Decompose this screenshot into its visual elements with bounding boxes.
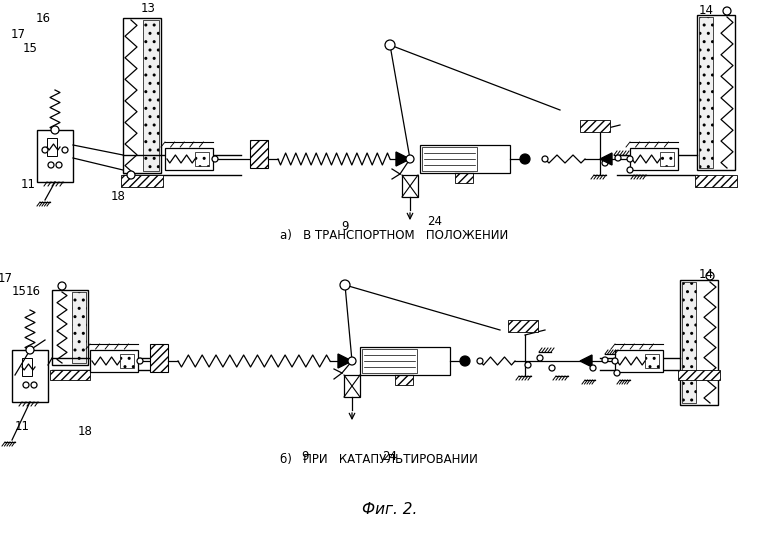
Text: 17: 17 <box>0 272 12 285</box>
Circle shape <box>542 156 548 162</box>
Text: 18: 18 <box>111 190 126 203</box>
Bar <box>22 358 32 376</box>
Bar <box>362 349 417 373</box>
Bar <box>120 354 134 368</box>
Text: 15: 15 <box>23 42 37 55</box>
Bar <box>195 152 209 166</box>
Circle shape <box>627 156 633 162</box>
Text: 14: 14 <box>699 4 714 17</box>
Text: 24: 24 <box>427 215 442 228</box>
Bar <box>395 375 413 385</box>
Text: 11: 11 <box>15 420 30 433</box>
Text: б)   ПРИ   КАТАПУЛЬТИРОВАНИИ: б) ПРИ КАТАПУЛЬТИРОВАНИИ <box>280 454 478 466</box>
Bar <box>455 173 473 183</box>
Bar <box>344 375 360 397</box>
Text: 24: 24 <box>382 450 398 463</box>
Text: 16: 16 <box>36 12 51 25</box>
Bar <box>123 18 161 173</box>
Circle shape <box>48 162 54 168</box>
Circle shape <box>627 167 633 173</box>
Text: а)   В ТРАНСПОРТНОМ   ПОЛОЖЕНИИ: а) В ТРАНСПОРТНОМ ПОЛОЖЕНИИ <box>280 229 509 242</box>
Bar <box>695 175 737 187</box>
Circle shape <box>42 147 48 153</box>
Bar <box>143 20 159 171</box>
Circle shape <box>460 356 470 366</box>
Polygon shape <box>580 355 592 367</box>
Circle shape <box>525 362 531 368</box>
Bar <box>50 370 90 380</box>
Circle shape <box>137 358 143 364</box>
Circle shape <box>51 126 59 134</box>
Bar <box>420 145 510 173</box>
Text: Фиг. 2.: Фиг. 2. <box>363 502 417 518</box>
Circle shape <box>23 382 29 388</box>
Circle shape <box>56 162 62 168</box>
Circle shape <box>127 171 135 179</box>
Bar <box>422 147 477 171</box>
Text: 16: 16 <box>26 285 41 298</box>
Text: 14: 14 <box>699 268 714 281</box>
Bar <box>699 17 713 168</box>
Bar <box>165 148 213 170</box>
Text: 9: 9 <box>342 220 349 233</box>
Circle shape <box>31 382 37 388</box>
Bar <box>580 120 610 132</box>
Bar <box>150 344 168 372</box>
Circle shape <box>614 370 620 376</box>
Circle shape <box>615 155 621 161</box>
Text: 9: 9 <box>301 450 309 463</box>
Bar <box>697 15 735 170</box>
Circle shape <box>62 147 68 153</box>
Bar <box>678 370 720 380</box>
Bar <box>52 290 88 365</box>
Bar <box>47 138 57 156</box>
Text: 17: 17 <box>10 28 26 41</box>
Circle shape <box>723 7 731 15</box>
Bar <box>360 347 450 375</box>
Bar <box>402 175 418 197</box>
Circle shape <box>520 154 530 164</box>
Circle shape <box>602 160 608 166</box>
Circle shape <box>348 357 356 365</box>
Circle shape <box>58 282 66 290</box>
Circle shape <box>590 365 596 371</box>
Circle shape <box>537 355 543 361</box>
Bar <box>645 354 659 368</box>
Circle shape <box>26 346 34 354</box>
Bar <box>680 280 718 405</box>
Text: 13: 13 <box>140 2 155 15</box>
Bar <box>630 148 678 170</box>
Polygon shape <box>338 354 352 368</box>
Text: 15: 15 <box>12 285 27 298</box>
Circle shape <box>212 156 218 162</box>
Circle shape <box>706 272 714 280</box>
Circle shape <box>406 155 414 163</box>
Circle shape <box>477 358 483 364</box>
Bar <box>90 350 138 372</box>
Text: 11: 11 <box>20 178 36 191</box>
Circle shape <box>385 40 395 50</box>
Bar <box>682 282 696 403</box>
Bar <box>660 152 674 166</box>
Bar <box>250 140 268 168</box>
Circle shape <box>549 365 555 371</box>
Polygon shape <box>396 152 410 166</box>
Bar <box>121 175 163 187</box>
Circle shape <box>612 358 618 364</box>
Text: 18: 18 <box>77 425 93 438</box>
Bar <box>615 350 663 372</box>
Circle shape <box>340 280 350 290</box>
Polygon shape <box>600 153 612 165</box>
Bar <box>508 320 538 332</box>
Bar <box>37 130 73 182</box>
Circle shape <box>602 357 608 363</box>
Bar <box>12 350 48 402</box>
Bar <box>72 292 86 363</box>
